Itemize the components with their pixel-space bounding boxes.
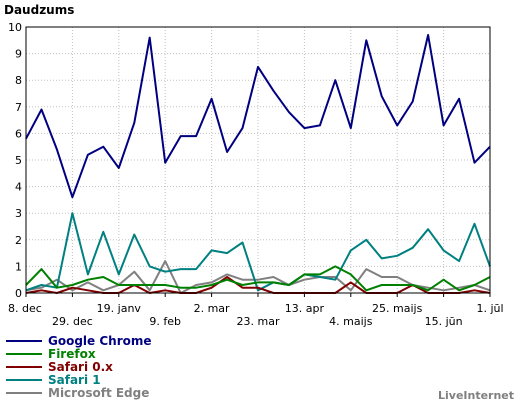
y-tick-label: 6 bbox=[15, 127, 22, 140]
x-tick-label: 9. feb bbox=[149, 315, 181, 328]
y-tick-label: 9 bbox=[15, 48, 22, 61]
y-tick-label: 7 bbox=[15, 101, 22, 114]
y-tick-label: 4 bbox=[15, 181, 22, 194]
y-axis-ticks: 0 1 2 3 4 5 6 7 8 9 10 bbox=[8, 21, 22, 300]
x-tick-label: 8. dec bbox=[8, 302, 42, 315]
y-tick-label: 5 bbox=[15, 154, 22, 167]
x-tick-label: 23. mar bbox=[237, 315, 280, 328]
y-tick-label: 2 bbox=[15, 234, 22, 247]
legend-label: Microsoft Edge bbox=[48, 386, 149, 400]
y-tick-label: 3 bbox=[15, 207, 22, 220]
x-tick-label: 13. apr bbox=[285, 302, 325, 315]
plot-frame bbox=[25, 26, 491, 294]
y-tick-label: 8 bbox=[15, 74, 22, 87]
y-tick-label: 10 bbox=[8, 21, 22, 34]
legend-label: Firefox bbox=[48, 347, 96, 361]
x-tick-label: 25. maijs bbox=[372, 302, 423, 315]
grid bbox=[25, 26, 491, 294]
series-line-firefox bbox=[25, 265, 491, 292]
x-tick-label: 19. janv bbox=[97, 302, 142, 315]
series-line-safari-1 bbox=[25, 212, 491, 292]
chart-title: Daudzums bbox=[4, 3, 74, 17]
x-tick-label: 4. maijs bbox=[329, 315, 373, 328]
series-line-google-chrome bbox=[25, 34, 491, 199]
x-tick-label: 15. jūn bbox=[425, 315, 463, 328]
x-tick-label: 29. dec bbox=[52, 315, 93, 328]
y-tick-label: 0 bbox=[15, 287, 22, 300]
series-lines bbox=[25, 34, 491, 294]
x-tick-label: 2. mar bbox=[194, 302, 230, 315]
y-tick-label: 1 bbox=[15, 260, 22, 273]
legend-label: Google Chrome bbox=[48, 334, 152, 348]
x-tick-label: 1. jūl bbox=[476, 302, 503, 315]
credit-label: LiveInternet bbox=[438, 389, 514, 402]
legend-label: Safari 0.x bbox=[48, 360, 113, 374]
legend-label: Safari 1 bbox=[48, 373, 101, 387]
x-axis-ticks: 8. dec 29. dec 19. janv 9. feb 2. mar 23. mar… bbox=[8, 293, 504, 328]
